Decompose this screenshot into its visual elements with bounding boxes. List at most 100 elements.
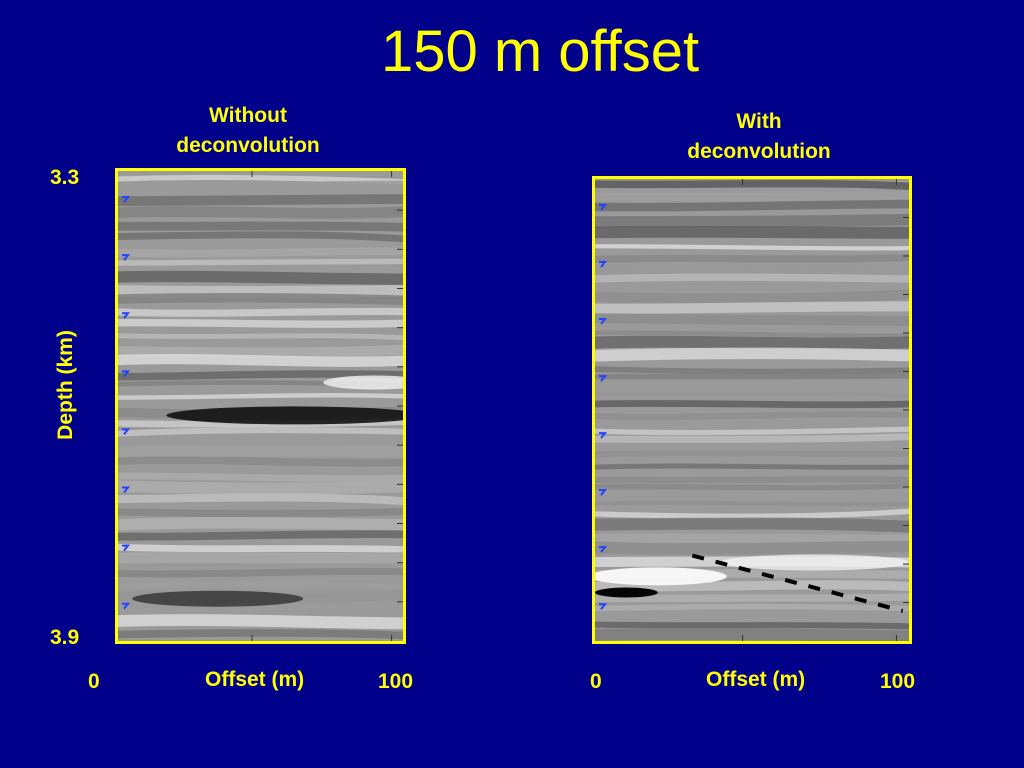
seismic-reflector	[595, 366, 909, 375]
seismic-reflector	[118, 393, 403, 400]
seismic-reflector	[595, 482, 909, 491]
trace-marker-icon	[599, 546, 608, 553]
seismic-reflector	[118, 194, 403, 207]
trace-marker-icon	[122, 254, 131, 261]
seismic-reflector	[595, 450, 909, 458]
right-seismic-image	[595, 179, 909, 641]
seismic-reflector	[595, 373, 909, 380]
seismic-reflector	[595, 411, 909, 420]
right-panel-title-line1: With	[736, 110, 782, 133]
seismic-reflector	[118, 319, 403, 328]
trace-marker-icon	[599, 603, 608, 610]
seismic-reflector	[118, 292, 403, 305]
seismic-reflector	[118, 517, 403, 531]
trace-marker-icon	[599, 375, 608, 382]
seismic-reflector	[118, 551, 403, 564]
seismic-reflector	[118, 206, 403, 219]
seismic-reflector	[118, 567, 403, 578]
seismic-reflector	[595, 391, 909, 399]
seismic-reflector	[118, 247, 403, 258]
seismic-reflector	[118, 270, 403, 285]
seismic-reflector	[118, 472, 403, 483]
seismic-reflector	[118, 221, 403, 232]
seismic-reflector	[595, 264, 909, 274]
seismic-reflector	[595, 179, 909, 190]
seismic-reflector	[595, 253, 909, 263]
seismic-reflector	[595, 313, 909, 326]
y-axis-bottom-label: 3.9	[50, 626, 80, 649]
seismic-reflector	[118, 353, 403, 367]
seismic-reflector	[118, 427, 403, 437]
seismic-reflector	[118, 258, 403, 266]
seismic-reflector	[595, 330, 909, 338]
y-axis-label: Depth (km)	[54, 330, 77, 440]
bright-reflector	[323, 375, 403, 390]
seismic-reflector	[118, 480, 403, 495]
seismic-reflector	[595, 476, 909, 484]
seismic-reflector	[118, 493, 403, 506]
trace-marker-icon	[599, 261, 608, 268]
trace-marker-icon	[599, 432, 608, 439]
seismic-reflector	[118, 605, 403, 614]
seismic-reflector	[595, 199, 909, 212]
seismic-reflector	[118, 174, 403, 185]
seismic-reflector	[595, 533, 909, 546]
seismic-reflector	[595, 621, 909, 630]
left-seismic-image	[118, 171, 403, 641]
right-panel-title-line2: deconvolution	[687, 140, 831, 163]
right-seismic-panel	[592, 176, 912, 644]
seismic-reflector	[595, 289, 909, 304]
trace-marker-icon	[599, 489, 608, 496]
deep-reflector	[132, 590, 304, 607]
seismic-reflector	[118, 231, 403, 243]
seismic-reflector	[595, 347, 909, 362]
left-x-axis-label: Offset (m)	[205, 668, 305, 691]
left-x-max-label: 100	[378, 670, 414, 693]
seismic-reflector	[595, 244, 909, 251]
bright-reflector	[720, 554, 909, 571]
trace-marker-icon	[122, 312, 131, 319]
seismic-reflector	[595, 213, 909, 228]
seismic-reflector	[118, 508, 403, 517]
seismic-reflector	[595, 593, 909, 603]
seismic-reflector	[118, 629, 403, 640]
slide-title: 150 m offset	[380, 19, 700, 84]
seismic-reflector	[118, 530, 403, 541]
seismic-reflector	[118, 581, 403, 590]
right-panel-title: With deconvolution	[659, 107, 859, 167]
strong-reflector	[166, 406, 403, 425]
seismic-reflector	[595, 400, 909, 409]
seismic-reflector	[595, 433, 909, 443]
right-x-max-label: 100	[880, 670, 916, 693]
dark-reflector	[595, 587, 658, 598]
left-panel-title-line1: Without	[209, 104, 287, 127]
trace-marker-icon	[599, 318, 608, 325]
seismic-reflector	[595, 517, 909, 533]
trace-marker-icon	[122, 370, 131, 377]
seismic-reflector	[595, 508, 909, 519]
left-x-min-label: 0	[88, 670, 100, 693]
seismic-reflector	[595, 190, 909, 201]
trace-marker-icon	[599, 204, 608, 211]
seismic-reflector	[595, 540, 909, 555]
seismic-reflector	[595, 463, 909, 470]
left-panel-title-line2: deconvolution	[176, 134, 320, 157]
seismic-reflector	[118, 614, 403, 630]
seismic-reflector	[595, 500, 909, 507]
seismic-reflector	[595, 335, 909, 350]
right-x-axis-label: Offset (m)	[706, 668, 806, 691]
seismic-reflector	[118, 370, 403, 381]
seismic-reflector	[118, 180, 403, 195]
seismic-reflector	[118, 333, 403, 341]
seismic-reflector	[118, 307, 403, 317]
seismic-reflector	[118, 344, 403, 358]
trace-marker-icon	[122, 486, 131, 494]
seismic-reflector	[595, 301, 909, 314]
trace-marker-icon	[122, 196, 131, 203]
bright-reflector	[595, 567, 727, 586]
left-seismic-panel	[115, 168, 406, 644]
seismic-reflector	[595, 604, 909, 612]
seismic-reflector	[595, 273, 909, 283]
seismic-reflector	[595, 627, 909, 641]
seismic-reflector	[595, 426, 909, 436]
